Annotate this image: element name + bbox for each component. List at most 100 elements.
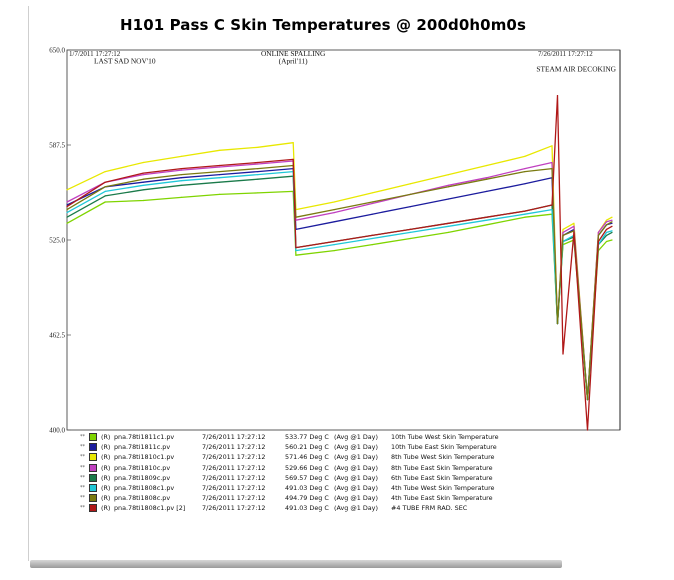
legend-tag-name: pna.78ti1808c1.pv [2] — [114, 504, 186, 513]
data-point — [257, 192, 259, 194]
y-tick-label: 650.0 — [49, 47, 65, 55]
legend-value: 491.03 Deg C — [285, 504, 329, 513]
data-point — [611, 239, 613, 241]
data-point — [104, 195, 106, 197]
data-point — [447, 198, 450, 200]
data-point — [605, 240, 608, 243]
data-point — [142, 181, 144, 183]
data-point — [66, 206, 68, 208]
annotation-label: STEAM AIR DECOKING — [536, 64, 616, 73]
data-point — [447, 222, 450, 224]
data-point — [371, 234, 373, 236]
legend-marker: ** — [80, 495, 85, 502]
data-point — [586, 399, 589, 401]
data-point — [142, 199, 144, 202]
legend-value: 533.77 Deg C — [285, 433, 329, 441]
data-point — [180, 180, 182, 182]
data-point — [104, 171, 106, 173]
data-point — [486, 219, 488, 221]
data-point — [551, 168, 553, 170]
legend-marker: ** — [80, 444, 85, 451]
data-point — [66, 204, 68, 206]
legend-tag: (R) — [101, 463, 111, 472]
data-point — [605, 224, 608, 226]
data-point — [295, 247, 297, 249]
chart-title: H101 Pass C Skin Temperatures @ 200d0h0m… — [120, 16, 526, 34]
frame-left-border — [28, 6, 29, 561]
data-point — [180, 155, 182, 157]
data-point — [551, 161, 553, 164]
data-point — [605, 221, 608, 223]
data-point — [371, 237, 373, 240]
data-point — [447, 186, 450, 188]
data-point — [333, 212, 335, 214]
legend-tag-name: pna.78ti1810c.pv — [114, 463, 171, 472]
data-point — [257, 161, 259, 164]
horizontal-scrollbar[interactable] — [30, 560, 562, 568]
data-point — [605, 231, 608, 233]
data-point — [104, 186, 106, 188]
y-tick-label: 587.5 — [49, 142, 65, 150]
data-point — [180, 177, 182, 179]
annotation-label: (April'11) — [279, 57, 309, 66]
data-point — [142, 172, 144, 174]
legend-swatch — [89, 453, 97, 462]
data-point — [219, 174, 221, 176]
data-point — [219, 193, 221, 195]
data-point — [180, 168, 182, 170]
legend-marker: ** — [80, 464, 85, 471]
data-point — [611, 230, 613, 232]
legend-marker: ** — [80, 484, 85, 491]
legend-value: 569.57 Deg C — [285, 473, 329, 482]
data-point — [486, 177, 488, 179]
legend-timestamp: 7/26/2011 17:27:12 — [202, 443, 266, 452]
data-point — [333, 201, 335, 203]
legend-marker: ** — [80, 434, 85, 440]
legend-swatch — [89, 473, 97, 482]
legend-marker: ** — [80, 505, 85, 512]
legend-tag: (R) — [101, 453, 111, 462]
legend-tag: (R) — [101, 433, 111, 441]
data-point — [486, 216, 488, 218]
legend-avg: (Avg @1 Day) — [334, 453, 378, 462]
data-point — [257, 171, 259, 173]
data-point — [292, 142, 294, 144]
data-point — [562, 234, 564, 236]
data-point — [611, 221, 613, 223]
legend-description: 6th Tube East Skin Temperature — [391, 473, 493, 482]
legend-swatch — [89, 463, 97, 472]
legend-timestamp: 7/26/2011 17:27:12 — [202, 483, 266, 492]
data-point — [219, 164, 221, 167]
data-point — [371, 202, 373, 205]
data-point — [142, 189, 144, 191]
data-point — [605, 228, 608, 230]
data-point — [219, 171, 221, 173]
data-point — [333, 209, 335, 211]
data-point — [447, 174, 450, 176]
legend-description: 10th Tube West Skin Temperature — [391, 433, 499, 441]
legend-tag-name: pna.78ti1809c.pv — [114, 473, 171, 482]
legend-tag-name: pna.78ti1811c1.pv — [114, 433, 175, 441]
data-point — [605, 219, 608, 221]
legend-timestamp: 7/26/2011 17:27:12 — [202, 504, 266, 513]
data-point — [551, 145, 553, 147]
data-point — [573, 222, 575, 224]
y-axis-ticks: 650.0 587.5 525.0 462.5 400.0 — [49, 47, 71, 435]
data-point — [371, 201, 373, 203]
data-point — [573, 225, 575, 227]
legend-tag: (R) — [101, 494, 111, 503]
legend-swatch — [89, 504, 97, 513]
data-point — [409, 206, 411, 208]
annotations: LAST SAD NOV'10 ONLINE SPALLING(April'11)… — [94, 49, 617, 73]
data-point — [573, 231, 575, 233]
data-point — [295, 254, 297, 256]
data-point — [180, 169, 182, 171]
data-point — [556, 95, 559, 97]
annotation-label: LAST SAD NOV'10 — [94, 57, 156, 66]
data-point — [66, 212, 68, 214]
data-point — [573, 230, 575, 232]
legend-avg: (Avg @1 Day) — [334, 463, 378, 472]
data-point — [409, 193, 411, 195]
